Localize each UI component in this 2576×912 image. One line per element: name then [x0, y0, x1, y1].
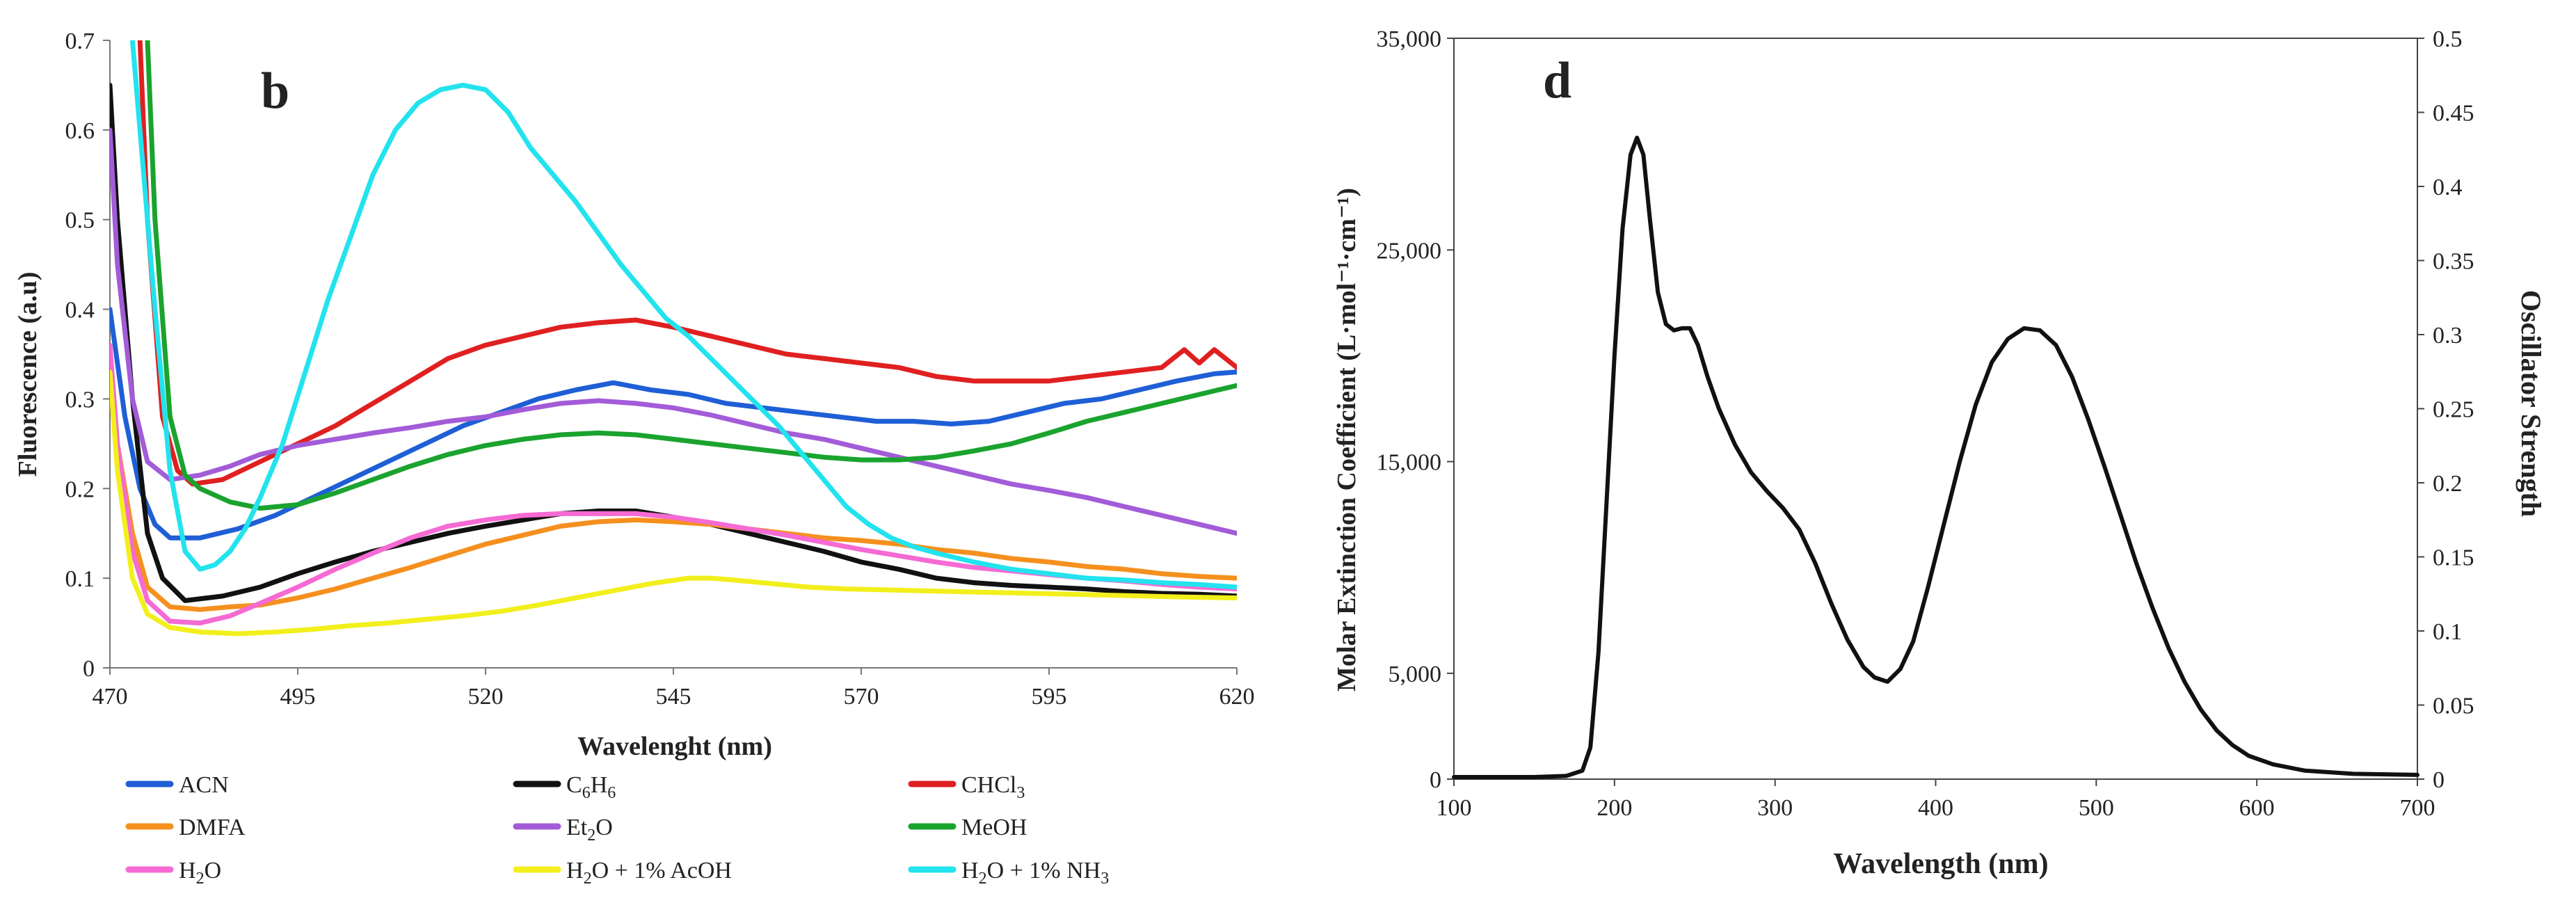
legend-item-h2o-1-nh3: H2​O + 1% NH3​	[908, 858, 1109, 888]
panel-d-x-tick-label: 100	[1437, 795, 1472, 821]
panel-d-axes: 100 200 300 400 500 600 70005,00015,00025,0003…	[1377, 26, 2474, 821]
legend-label-subscript: 2	[979, 870, 987, 888]
panel-d-y-tick-label: 35,000	[1377, 26, 1442, 52]
legend-label-part: O + 1% AcOH	[592, 858, 732, 883]
legend-label-part: Et	[566, 815, 588, 840]
panel-d-y2-tick-label: 0.2	[2433, 471, 2463, 497]
panel-d-y2-tick-label: 0.35	[2433, 249, 2474, 275]
panel-d-x-axis-title: Wavelength (nm)	[1833, 848, 2048, 880]
panel-b-fluorescence-chart: 470 495 520 545 570 595 620 0 0.1 0.2 0.3 0.4 0.5 0.6…	[13, 29, 1255, 888]
panel-d-y2-tick-label: 0.3	[2433, 323, 2463, 349]
panel-d-x-tick-label: 600	[2239, 795, 2275, 821]
legend-label-et2o: Et2​O	[566, 815, 613, 845]
panel-d-y-tick-label: 0	[1430, 767, 1441, 793]
panel-d-y-tick-label: 5,000	[1389, 662, 1442, 687]
panel-b-series-line-chcl3	[137, 40, 1237, 487]
panel-d-absorption-line	[1452, 136, 2419, 779]
panel-d-y2-tick-label: 0.15	[2433, 545, 2474, 571]
legend-item-acn: ACN	[125, 772, 229, 798]
panel-d-y2-tick-label: 0.25	[2433, 397, 2474, 423]
panel-d-x-tick-label: 200	[1597, 795, 1632, 821]
panel-d-y2-axis-title: Oscillator Strength	[2515, 290, 2547, 517]
legend-label-subscript: 2	[584, 870, 592, 888]
panel-d-y2-tick-label: 0.5	[2433, 26, 2463, 52]
panel-d-y2-tick-label: 0.05	[2433, 694, 2474, 719]
legend-label-part: H	[566, 858, 584, 883]
legend-label-h2o-1-nh3: H2​O + 1% NH3​	[961, 858, 1109, 888]
legend-label-subscript: 6	[582, 784, 591, 802]
panel-d-y2-tick-label: 0	[2433, 767, 2445, 793]
panel-b-x-axis-title: Wavelenght (nm)	[577, 732, 772, 761]
legend-label-part: O + 1% NH	[987, 858, 1101, 883]
panel-b-x-tick-label: 520	[468, 684, 504, 710]
panel-d-x-tick-label: 300	[1757, 795, 1793, 821]
panel-b-x-tick-label: 545	[656, 684, 691, 710]
legend-label-h2o: H2​O	[179, 858, 221, 888]
legend-label-part: O	[205, 858, 222, 883]
panel-d-x-tick-label: 400	[1918, 795, 1953, 821]
panel-b-x-tick-label: 620	[1219, 684, 1255, 710]
legend-label-chcl3: CHCl3​	[961, 772, 1025, 802]
panel-b-y-tick-label: 0.3	[65, 387, 95, 413]
panel-b-y-axis-title: Fluorescence (a.u)	[13, 272, 42, 477]
panel-d-y-tick-label: 25,000	[1377, 238, 1442, 264]
panel-d-x-tick-label: 500	[2079, 795, 2114, 821]
panel-b-series-line-meoh	[145, 40, 1237, 511]
legend-item-chcl3: CHCl3​	[908, 772, 1025, 802]
panel-b-series-line-c6h6	[110, 82, 1237, 603]
panel-d-x-tick-label: 700	[2400, 795, 2435, 821]
panel-b-y-tick-label: 0.7	[65, 29, 95, 54]
legend-label-part: C	[566, 772, 582, 798]
panel-d-y2-tick-label: 0.4	[2433, 175, 2463, 200]
legend-label-subscript: 6	[607, 784, 616, 802]
panel-b-y-tick-label: 0.1	[65, 566, 95, 592]
panel-b-series	[110, 40, 1237, 637]
legend-label-subscript: 3	[1016, 784, 1025, 802]
legend-item-meoh: MeOH	[908, 815, 1027, 840]
panel-b-x-tick-label: 470	[93, 684, 128, 710]
panel-d-y2-tick-label: 0.1	[2433, 619, 2463, 645]
panel-b-y-tick-label: 0.4	[65, 298, 95, 323]
panel-b-x-tick-label: 570	[844, 684, 879, 710]
panel-b-x-tick-label: 495	[280, 684, 316, 710]
legend-label-part: H	[961, 858, 979, 883]
panel-d-y-axis-title: Molar Extinction Coefficient (L·mol⁻¹·cm…	[1332, 188, 1361, 691]
panel-b-series-line-h2o-1-acoh	[110, 369, 1237, 637]
legend-label-dmfa: DMFA	[179, 815, 246, 840]
legend-label-part: O	[595, 815, 613, 840]
legend-item-et2o: Et2​O	[513, 815, 613, 845]
legend-label-subscript: 2	[587, 826, 595, 845]
panel-b-series-line-acn	[110, 307, 1237, 541]
legend-label-subscript: 3	[1101, 870, 1109, 888]
legend-label-c6h6: C6​H6​	[566, 772, 616, 802]
legend-label-part: H	[179, 858, 196, 883]
panel-b-y-tick-label: 0.2	[65, 477, 95, 502]
legend-item-c6h6: C6​H6​	[513, 772, 616, 802]
panel-b-series-line-h2o-1-nh3	[129, 40, 1237, 590]
panel-b-y-tick-label: 0.6	[65, 118, 95, 144]
panel-b-y-tick-label: 0	[83, 656, 95, 682]
panel-b-axes: 470 495 520 545 570 595 620 0 0.1 0.2 0.3 0.4 0.5 0.6…	[65, 29, 1255, 710]
legend-label-part: H	[591, 772, 608, 798]
panel-d-series	[1452, 136, 2419, 779]
panel-b-series-line-dmfa	[110, 369, 1237, 612]
legend-item-h2o: H2​O	[125, 858, 221, 888]
legend-label-meoh: MeOH	[961, 815, 1027, 840]
panel-d-letter: d	[1543, 52, 1571, 109]
panel-b-series-line-et2o	[110, 127, 1237, 536]
legend-item-h2o-1-acoh: H2​O + 1% AcOH	[513, 858, 732, 888]
legend-label-acn: ACN	[179, 772, 229, 798]
panel-d-y-tick-label: 15,000	[1377, 450, 1442, 476]
panel-d-y2-tick-label: 0.45	[2433, 101, 2474, 127]
legend-label-part: CHCl	[961, 772, 1016, 798]
legend-label-h2o-1-acoh: H2​O + 1% AcOH	[566, 858, 732, 888]
panel-b-x-tick-label: 595	[1032, 684, 1067, 710]
panel-d-absorption-chart: 100 200 300 400 500 600 70005,00015,00025,0003…	[1332, 26, 2547, 880]
panel-b-letter: b	[261, 63, 289, 120]
legend-item-dmfa: DMFA	[125, 815, 246, 840]
legend-label-subscript: 2	[196, 870, 205, 888]
panel-b-y-tick-label: 0.5	[65, 208, 95, 234]
panel-b-legend: ACN C6​H6​ CHCl3​ DMFA Et2​O MeOH H2​O H2​O + 1…	[125, 772, 1109, 888]
